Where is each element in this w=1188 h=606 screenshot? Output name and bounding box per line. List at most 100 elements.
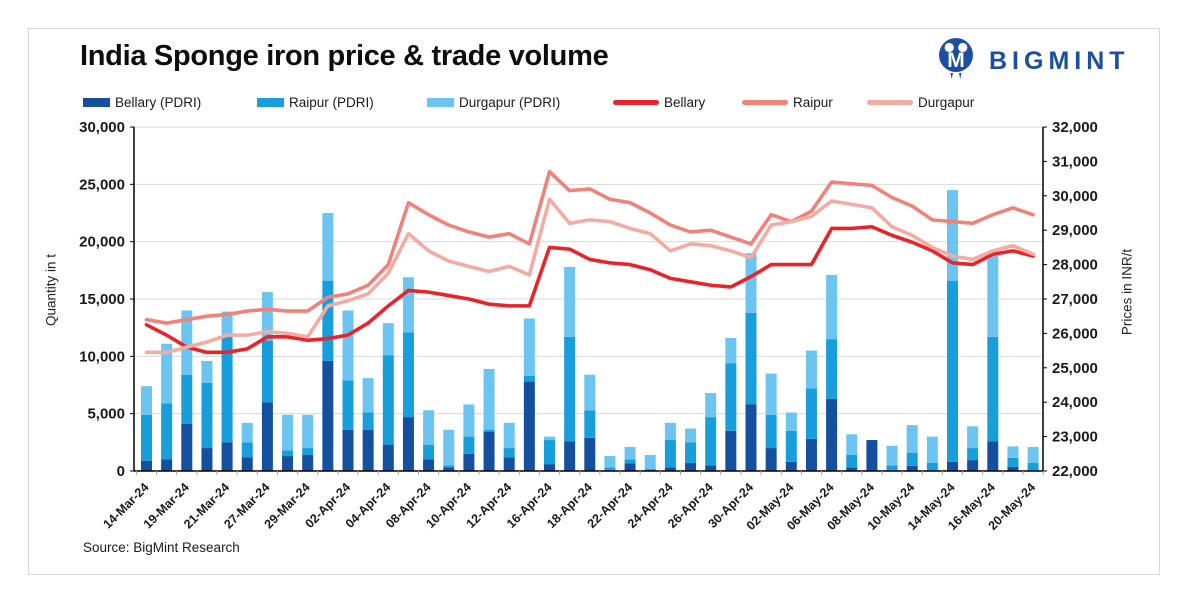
bar-segment-bellary-pdri- — [463, 453, 475, 471]
bar-segment-bellary-pdri- — [785, 461, 797, 471]
bar-segment-durgapur-pdri- — [141, 386, 152, 415]
y-right-tick-label: 23,000 — [1052, 429, 1098, 446]
y-right-tick-label: 32,000 — [1052, 119, 1098, 136]
bar-segment-durgapur-pdri- — [947, 190, 958, 281]
bar-segment-durgapur-pdri- — [503, 422, 515, 449]
bar-segment-durgapur-pdri- — [342, 310, 354, 381]
bar-segment-raipur-pdri- — [664, 440, 676, 468]
bar-segment-bellary-pdri- — [967, 460, 979, 471]
bar-segment-durgapur-pdri- — [1007, 446, 1019, 458]
y-left-tick-label: 30,000 — [79, 119, 125, 136]
bar-segment-bellary-pdri- — [544, 464, 555, 471]
y-left-tick-label: 15,000 — [79, 291, 125, 308]
legend-item-bellary-line: Bellary — [613, 94, 705, 110]
legend-swatch-durgapur-pdri — [427, 97, 454, 107]
y-right-tick-label: 30,000 — [1052, 188, 1098, 205]
bar-segment-raipur-pdri- — [342, 380, 354, 430]
page-title: India Sponge iron price & trade volume — [80, 40, 609, 72]
bar-segment-bellary-pdri- — [523, 381, 535, 471]
y-right-tick-label: 24,000 — [1052, 394, 1098, 411]
bar-segment-durgapur-pdri- — [221, 311, 233, 337]
y-left-tick-label: 20,000 — [79, 234, 125, 251]
bar-segment-bellary-pdri- — [584, 437, 596, 471]
svg-text:M: M — [947, 49, 965, 72]
bar-segment-durgapur-pdri- — [624, 446, 636, 460]
price-line-bellary — [144, 224, 1035, 355]
bar-segment-bellary-pdri- — [826, 398, 838, 471]
y-left-tick-label: 10,000 — [79, 348, 125, 365]
bar-segment-bellary-pdri- — [1007, 466, 1019, 471]
bar-segment-durgapur-pdri- — [826, 274, 838, 340]
bar-segment-raipur-pdri- — [282, 450, 294, 457]
bar-segment-durgapur-pdri- — [987, 253, 999, 337]
y-right-tick-label: 31,000 — [1052, 153, 1098, 170]
bar-segment-durgapur-pdri- — [745, 253, 757, 313]
bar-segment-raipur-pdri- — [544, 440, 555, 465]
bar-segment-durgapur-pdri- — [886, 445, 898, 466]
bar-segment-raipur-pdri- — [483, 429, 495, 433]
bar-segment-bellary-pdri- — [161, 459, 173, 471]
bar-segment-durgapur-pdri- — [402, 277, 414, 333]
bar-segment-raipur-pdri- — [826, 339, 838, 399]
bar-segment-bellary-pdri- — [382, 444, 394, 471]
legend-label: Raipur (PDRI) — [289, 94, 374, 110]
legend-label: Durgapur (PDRI) — [459, 94, 561, 110]
bar-segment-bellary-pdri- — [664, 467, 676, 471]
bar-segment-raipur-pdri- — [423, 444, 435, 460]
bar-segment-raipur-pdri- — [201, 382, 213, 449]
bar-segment-bellary-pdri- — [402, 417, 414, 471]
bar-segment-bellary-pdri- — [685, 462, 697, 471]
bar-segment-raipur-pdri- — [685, 442, 697, 463]
legend-swatch-bellary-pdri — [83, 97, 110, 107]
legend-item-durgapur-pdri: Durgapur (PDRI) — [427, 94, 560, 110]
bar-segment-bellary-pdri- — [241, 457, 253, 471]
bar-segment-raipur-pdri- — [141, 414, 152, 461]
bar-segment-durgapur-pdri- — [382, 323, 394, 356]
bar-segment-raipur-pdri- — [906, 452, 918, 466]
bar-segment-raipur-pdri- — [705, 417, 717, 466]
bar-segment-durgapur-pdri- — [1027, 446, 1039, 463]
bar-segment-durgapur-pdri- — [161, 343, 173, 404]
bar-segment-bellary-pdri- — [443, 467, 455, 471]
bar-segment-raipur-pdri- — [967, 448, 979, 461]
bar-segment-durgapur-pdri- — [926, 436, 938, 463]
bar-segment-bellary-pdri- — [362, 429, 374, 471]
bar-segment-raipur-pdri- — [161, 403, 173, 460]
bar-segment-durgapur-pdri- — [261, 292, 273, 341]
bar-segment-bellary-pdri- — [503, 457, 515, 471]
bar-segment-raipur-pdri- — [584, 410, 596, 438]
bar-segment-bellary-pdri- — [201, 448, 213, 471]
bar-segment-bellary-pdri- — [805, 438, 817, 471]
legend-item-bellary-pdri: Bellary (PDRI) — [83, 94, 201, 110]
bar-segment-raipur-pdri- — [362, 412, 374, 430]
price-line-raipur — [144, 169, 1035, 325]
bar-segment-durgapur-pdri- — [584, 374, 596, 411]
bigmint-logo-text: BIGMINT — [989, 47, 1130, 75]
y-right-tick-label: 22,000 — [1052, 463, 1098, 480]
y-left-tick-label: 5,000 — [87, 406, 125, 423]
y-right-tick-label: 26,000 — [1052, 325, 1098, 342]
bar-segment-durgapur-pdri- — [906, 425, 918, 453]
bar-segment-raipur-pdri- — [523, 375, 535, 382]
bar-segment-durgapur-pdri- — [785, 412, 797, 431]
bar-segment-raipur-pdri- — [886, 465, 898, 471]
bar-segment-raipur-pdri- — [745, 312, 757, 405]
bar-segment-durgapur-pdri- — [423, 410, 435, 445]
bar-segment-durgapur-pdri- — [463, 404, 475, 437]
bar-segment-durgapur-pdri- — [201, 360, 213, 383]
bar-segment-raipur-pdri- — [241, 442, 253, 458]
bar-segment-durgapur-pdri- — [967, 426, 979, 449]
bar-segment-raipur-pdri- — [1007, 457, 1019, 467]
bar-segment-bellary-pdri- — [624, 463, 636, 471]
bar-segment-raipur-pdri- — [402, 332, 414, 418]
bar-segment-raipur-pdri- — [503, 448, 515, 458]
bar-segment-raipur-pdri- — [261, 340, 273, 403]
legend-swatch-durgapur-line — [867, 99, 913, 105]
bar-segment-raipur-pdri- — [181, 374, 193, 424]
bar-segment-durgapur-pdri- — [805, 350, 817, 389]
bar-segment-raipur-pdri- — [221, 336, 233, 443]
bar-segment-bellary-pdri- — [261, 402, 273, 471]
bar-segment-raipur-pdri- — [987, 336, 999, 442]
bar-segment-raipur-pdri- — [564, 336, 576, 442]
bar-segment-bellary-pdri- — [725, 430, 737, 471]
